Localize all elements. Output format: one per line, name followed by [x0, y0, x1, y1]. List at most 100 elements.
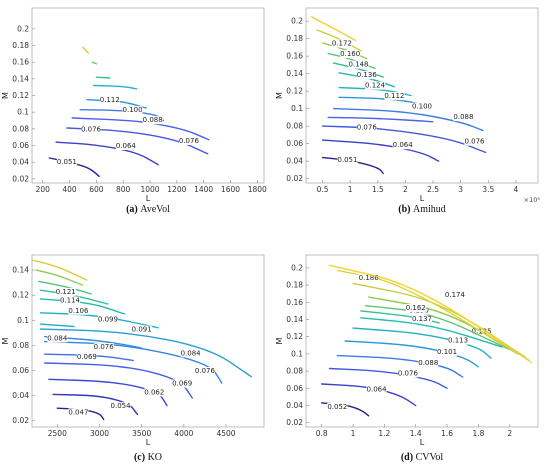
- y-tick-label: 0.06: [286, 139, 303, 148]
- y-axis-label: M: [275, 92, 284, 99]
- contour-label: 0.186: [359, 274, 380, 282]
- contour-label: 0.054: [111, 402, 132, 410]
- x-tick-label: 1400: [194, 185, 213, 194]
- x-tick-label: 1.4: [410, 429, 422, 438]
- x-tick-label: 3: [458, 185, 463, 194]
- x-tick-label: 3.5: [482, 185, 494, 194]
- contour-label-bg: [59, 296, 80, 305]
- contour-line: [364, 305, 511, 351]
- contour-label-bg: [356, 123, 377, 132]
- contour-label: 0.076: [94, 343, 115, 351]
- contour-line: [82, 46, 89, 54]
- contour-label-bg: [365, 81, 386, 90]
- x-tick-label: 1800: [248, 185, 267, 194]
- contour-line: [327, 52, 376, 70]
- x-tick-label: 2.5: [427, 185, 439, 194]
- contour-label-bg: [68, 306, 89, 315]
- contour-line: [310, 16, 357, 42]
- contour-line: [321, 125, 487, 154]
- contour-label: 0.084: [181, 349, 202, 357]
- contour-label: 0.076: [195, 367, 216, 375]
- y-tick-label: 0.02: [286, 418, 303, 427]
- contour-label-bg: [47, 334, 68, 343]
- contour-label-bg: [384, 92, 405, 101]
- y-tick-label: 0.1: [291, 104, 303, 113]
- contour-label-bg: [144, 388, 165, 397]
- x-tick-label: 2500: [48, 429, 67, 438]
- x-tick-label: 1: [348, 185, 353, 194]
- caption-text: AveVol: [140, 204, 170, 215]
- contour-label: 0.076: [398, 369, 419, 377]
- panel-c: 2500 3000 3500 4000 45000.020.040.060.080.10…: [1, 254, 265, 463]
- contour-label: 0.076: [357, 124, 378, 132]
- plot-frame: [31, 7, 265, 184]
- y-tick-label: 0.08: [286, 367, 303, 376]
- contour-label-bg: [99, 96, 120, 105]
- panel-d: 0.8 1 1.2 1.4 1.6 1.8 2 0.02 0.04 0.06 0.08 0.1 0.12…: [275, 254, 539, 463]
- contour-line: [71, 117, 210, 141]
- contour-line: [91, 61, 98, 65]
- contour-label-bg: [444, 291, 465, 300]
- x-tick-label: 1000: [140, 185, 159, 194]
- contour-label-bg: [194, 367, 215, 376]
- contour-label-bg: [115, 142, 136, 150]
- x-tick-label: 600: [89, 185, 104, 194]
- contour-label-bg: [412, 315, 432, 324]
- y-tick-label: 0.2: [17, 24, 29, 33]
- contour-label-bg: [392, 141, 413, 150]
- caption-text: KO: [148, 452, 162, 463]
- y-tick-label: 0.16: [286, 52, 303, 61]
- contour-label: 0.076: [81, 125, 102, 133]
- contour-label: 0.174: [445, 291, 466, 299]
- y-tick-label: 0.02: [12, 416, 29, 425]
- y-tick-label: 0.12: [12, 291, 29, 300]
- contour-label: 0.113: [448, 337, 468, 345]
- contour-label-bg: [331, 39, 352, 48]
- contour-line: [86, 99, 147, 109]
- contour-label-bg: [76, 353, 97, 362]
- contour-line: [35, 269, 84, 286]
- contour-line: [328, 264, 533, 364]
- contour-label: 0.088: [453, 113, 473, 121]
- contour-label: 0.121: [56, 288, 76, 296]
- contour-label: 0.101: [437, 348, 457, 356]
- y-tick-label: 0.08: [286, 122, 303, 131]
- contour-line: [95, 76, 111, 79]
- contour-label-bg: [437, 347, 458, 356]
- contour-label: 0.137: [412, 315, 432, 323]
- x-tick-label: 200: [36, 185, 51, 194]
- x-tick-label: 1600: [221, 185, 240, 194]
- contour-label: 0.069: [172, 380, 192, 388]
- x-tick-label: 4500: [216, 429, 235, 438]
- y-tick-label: 0.18: [286, 34, 303, 43]
- x-tick-label: 400: [62, 185, 77, 194]
- contour-label: 0.106: [68, 307, 89, 315]
- plot-frame: [31, 254, 265, 428]
- contour-label: 0.099: [98, 316, 118, 324]
- contour-line: [93, 84, 138, 90]
- contour-label: 0.112: [100, 96, 120, 104]
- y-tick-label: 0.18: [286, 281, 303, 290]
- x-tick-label: 3500: [132, 429, 151, 438]
- contour-label-bg: [366, 385, 387, 394]
- panel-caption: (c) KO: [134, 452, 162, 463]
- contour-label: 0.136: [357, 71, 378, 79]
- y-tick-label: 0.06: [286, 384, 303, 393]
- y-tick-label: 0.14: [286, 69, 303, 78]
- contour-label: 0.124: [365, 82, 386, 90]
- contour-line: [327, 116, 434, 123]
- y-tick-label: 0.1: [17, 316, 29, 325]
- contour-label: 0.084: [47, 334, 68, 342]
- contour-label-bg: [131, 325, 152, 334]
- y-tick-label: 0.2: [291, 17, 303, 26]
- contour-label-bg: [348, 60, 369, 69]
- contour-line: [39, 323, 75, 328]
- x-exponent-label: ×10⁵: [524, 196, 541, 204]
- contour-label-bg: [453, 113, 474, 122]
- contour-label: 0.160: [340, 50, 360, 58]
- contour-label-bg: [178, 137, 199, 145]
- contour-label: 0.112: [384, 92, 404, 100]
- contour-label: 0.051: [57, 158, 77, 166]
- contour-label: 0.076: [179, 137, 200, 145]
